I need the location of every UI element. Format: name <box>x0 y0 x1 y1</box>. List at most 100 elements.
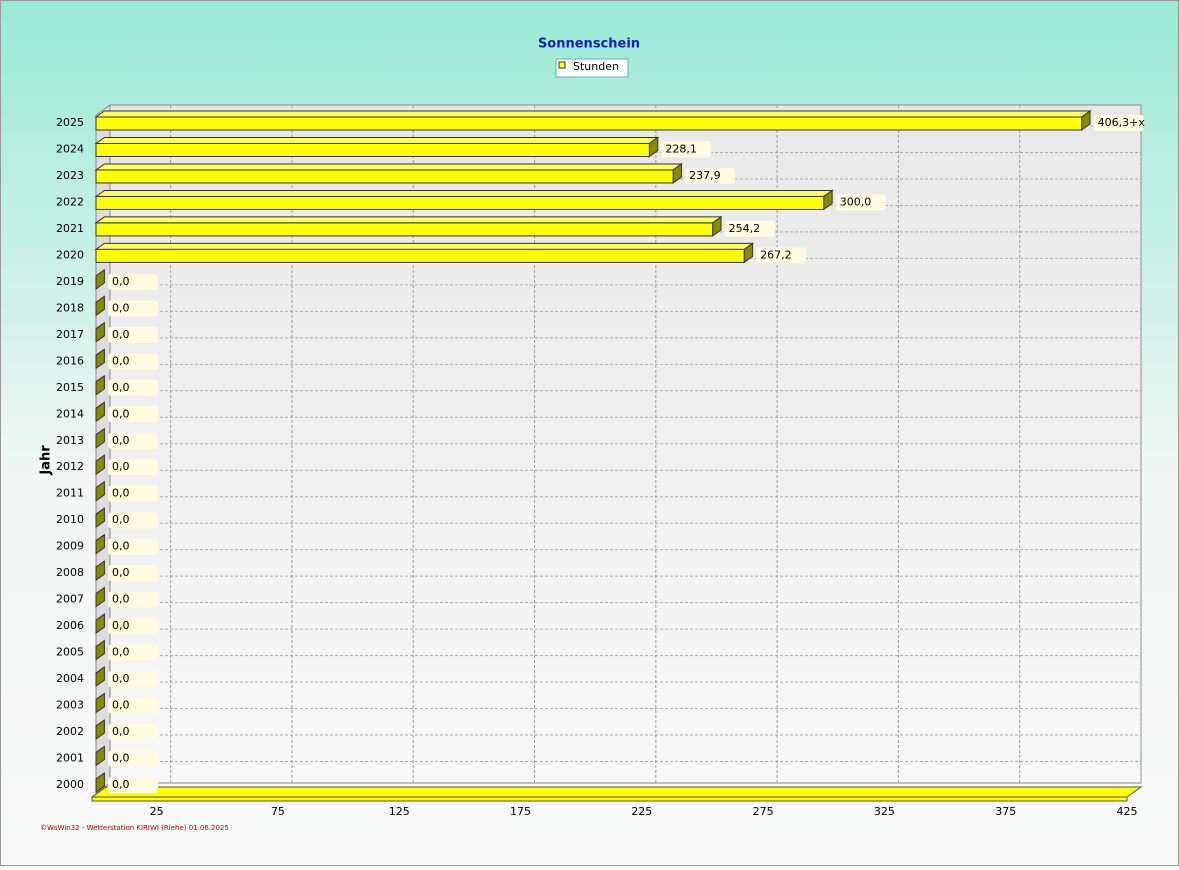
y-tick-label: 2017 <box>56 328 84 341</box>
bar-side <box>95 666 105 688</box>
value-label: 300,0 <box>840 195 872 208</box>
y-tick-label: 2008 <box>56 566 84 579</box>
value-label: 0,0 <box>112 672 130 685</box>
bar-side <box>95 480 105 502</box>
bar <box>95 142 650 157</box>
bar-top <box>94 136 660 144</box>
legend-label: Stunden <box>573 60 619 73</box>
bar-top <box>94 216 723 224</box>
bar-side <box>95 427 105 449</box>
bar-side <box>95 374 105 396</box>
value-label-box <box>108 459 158 476</box>
bar <box>95 169 674 184</box>
value-label-box <box>108 565 158 582</box>
x-tick-label: 175 <box>510 805 531 818</box>
value-label: 0,0 <box>112 354 130 367</box>
bar-side <box>95 401 105 423</box>
value-label-box <box>108 671 158 688</box>
x-tick-label: 325 <box>874 805 895 818</box>
value-label-box <box>108 432 158 449</box>
y-tick-label: 2007 <box>56 593 84 606</box>
value-label: 0,0 <box>112 513 130 526</box>
value-label: 0,0 <box>112 699 130 712</box>
value-label-box <box>108 353 158 370</box>
y-tick-label: 2023 <box>56 169 84 182</box>
y-tick-label: 2005 <box>56 646 84 659</box>
value-label-box <box>108 326 158 343</box>
y-tick-label: 2020 <box>56 248 84 261</box>
value-label-box <box>108 538 158 555</box>
value-label: 0,0 <box>112 487 130 500</box>
y-tick-label: 2016 <box>56 354 84 367</box>
value-label: 228,1 <box>665 142 697 155</box>
y-tick-label: 2018 <box>56 301 84 314</box>
value-label-box <box>724 220 775 237</box>
value-label-box <box>685 167 736 184</box>
value-label-box <box>108 618 158 635</box>
y-tick-label: 2014 <box>56 407 84 420</box>
bar-top <box>94 242 755 250</box>
bar-side <box>95 639 105 661</box>
bar-side <box>95 586 105 608</box>
y-tick-label: 2001 <box>56 752 84 765</box>
bar-side <box>95 533 105 555</box>
value-label: 406,3+x <box>1098 116 1146 129</box>
bar-side <box>95 692 105 714</box>
bar-side <box>95 745 105 767</box>
value-label-box <box>108 406 158 423</box>
bar-top <box>94 163 684 171</box>
floor-front <box>91 796 1128 802</box>
y-tick-label: 2011 <box>56 487 84 500</box>
bar <box>95 116 1083 131</box>
legend-box <box>555 58 629 78</box>
legend-swatch <box>558 61 566 69</box>
value-label: 0,0 <box>112 301 130 314</box>
x-tick-label: 225 <box>631 805 652 818</box>
footer: ©WsWin32 - Wetterstation KIRIWI (Riehe) … <box>40 824 229 832</box>
value-label: 0,0 <box>112 540 130 553</box>
value-label: 0,0 <box>112 752 130 765</box>
y-tick-label: 2021 <box>56 222 84 235</box>
y-tick-label: 2022 <box>56 195 84 208</box>
value-label-box <box>108 777 158 793</box>
x-tick-label: 125 <box>389 805 410 818</box>
bar-side <box>95 772 105 793</box>
bar-side <box>95 560 105 582</box>
value-label: 0,0 <box>112 328 130 341</box>
bar-side <box>95 268 105 290</box>
y-tick-label: 2015 <box>56 381 84 394</box>
value-label: 254,2 <box>729 222 761 235</box>
bar <box>95 195 825 210</box>
y-tick-label: 2019 <box>56 275 84 288</box>
value-label: 0,0 <box>112 646 130 659</box>
value-label-box <box>1093 115 1144 131</box>
value-label-box <box>108 300 158 317</box>
value-label-box <box>108 724 158 741</box>
y-tick-label: 2002 <box>56 725 84 738</box>
y-tick-label: 2025 <box>56 116 84 129</box>
value-label: 0,0 <box>112 434 130 447</box>
x-tick-label: 275 <box>753 805 774 818</box>
value-label-box <box>835 194 886 211</box>
bar-side <box>95 321 105 343</box>
bar-side <box>95 348 105 370</box>
value-label-box <box>108 485 158 502</box>
value-label-box <box>108 512 158 529</box>
value-label: 0,0 <box>112 566 130 579</box>
value-label-box <box>756 247 807 264</box>
value-label: 0,0 <box>112 275 130 288</box>
value-label-box <box>108 644 158 661</box>
y-tick-label: 2004 <box>56 672 84 685</box>
x-tick-label: 75 <box>271 805 285 818</box>
value-label: 0,0 <box>112 460 130 473</box>
value-label: 237,9 <box>689 169 721 182</box>
y-axis-label: Jahr <box>39 445 54 476</box>
value-label: 0,0 <box>112 725 130 738</box>
x-tick-label: 375 <box>995 805 1016 818</box>
value-label: 0,0 <box>112 407 130 420</box>
y-tick-label: 2024 <box>56 142 84 155</box>
bar <box>95 222 714 237</box>
value-label-box <box>108 591 158 608</box>
value-label-box <box>108 273 158 290</box>
